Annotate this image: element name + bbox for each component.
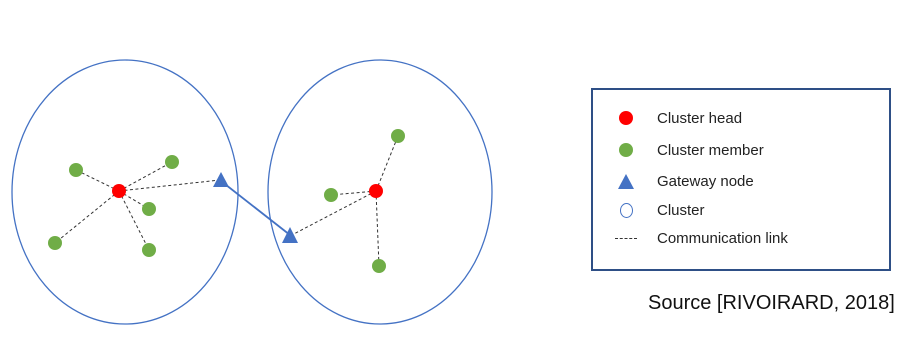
cluster-head-node-right [369, 184, 383, 198]
legend-label: Gateway node [657, 172, 754, 190]
dashed-line-icon [615, 237, 637, 239]
legend-item-cluster-member: Cluster member [613, 139, 764, 161]
cluster-head-node-left [112, 184, 126, 198]
legend-label: Communication link [657, 229, 788, 247]
link [375, 135, 399, 192]
cluster-member-node [372, 259, 386, 273]
link [330, 190, 377, 196]
cluster-member-node [165, 155, 179, 169]
link [54, 190, 120, 244]
cluster-member-node [48, 236, 62, 250]
legend-label: Cluster head [657, 109, 743, 127]
source-citation: Source [RIVOIRARD, 2018] [648, 292, 895, 314]
cluster-member-node [69, 163, 83, 177]
legend-label: Cluster member [657, 141, 764, 159]
link [375, 190, 380, 267]
cluster-members [48, 129, 405, 273]
cluster-right [267, 59, 493, 325]
legend-label: Cluster [657, 201, 705, 219]
cluster-member-node [142, 202, 156, 216]
blue-triangle-icon [618, 173, 634, 189]
link [118, 179, 221, 192]
cluster-member-node [324, 188, 338, 202]
legend-item-cluster-head: Cluster head [613, 107, 742, 129]
cluster-member-node [142, 243, 156, 257]
cluster-left [11, 59, 239, 325]
cluster-network-diagram [11, 59, 493, 325]
red-dot-icon [619, 111, 633, 125]
gateway-node-right [282, 227, 298, 243]
circle-outline-icon [619, 202, 633, 218]
gateway-link [220, 180, 291, 236]
green-dot-icon [619, 143, 633, 157]
link [118, 161, 173, 192]
legend-item-gateway-node: Gateway node [613, 170, 754, 192]
legend-item-communication-link: Communication link [613, 227, 788, 249]
legend-item-cluster: Cluster [613, 199, 705, 221]
gateway-node-left [213, 172, 229, 187]
cluster-member-node [391, 129, 405, 143]
link [118, 190, 150, 251]
legend: Cluster head Cluster member Gateway node… [591, 88, 891, 271]
communication-links-right [289, 135, 399, 267]
link [75, 169, 120, 192]
